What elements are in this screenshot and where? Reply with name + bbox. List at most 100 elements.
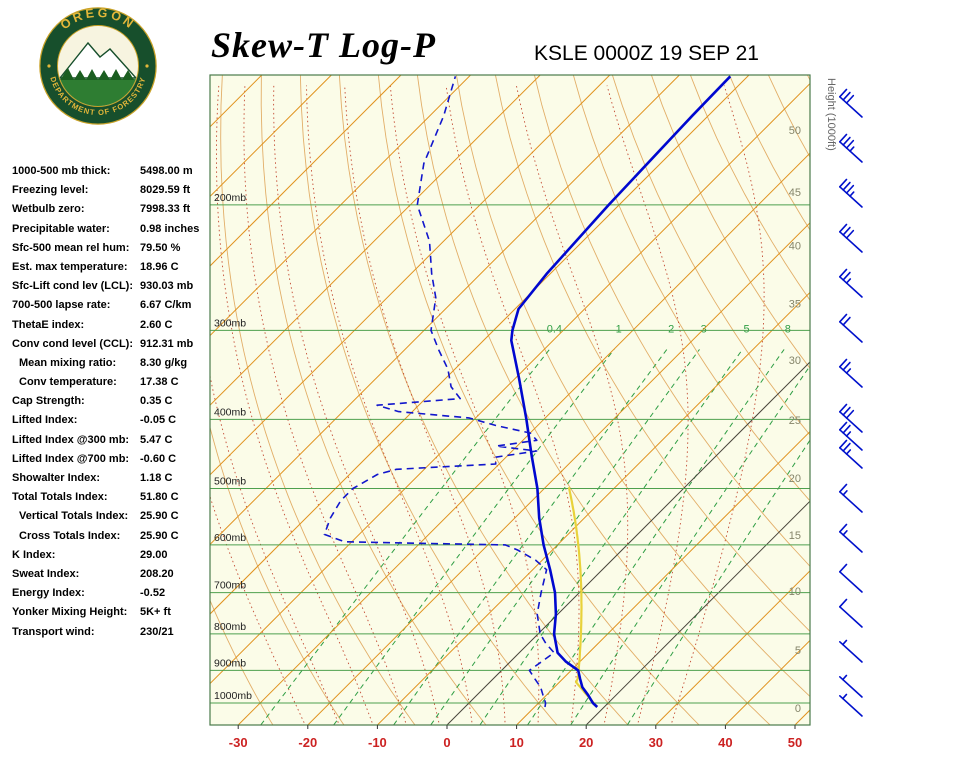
height-axis-title-layer: Height (1000ft) — [825, 78, 837, 151]
stats-panel: 1000-500 mb thick: 5498.00 m Freezing leve… — [12, 165, 207, 645]
pressure-label: 400mb — [214, 406, 246, 418]
stat-row: Precipitable water: 0.98 inches — [12, 223, 207, 242]
x-axis-tick-label: 50 — [788, 735, 802, 750]
stat-label: ThetaE index: — [12, 318, 85, 331]
pressure-layer: 200mb 300mb 400mb 500mb 600mb 700mb 800mb 900mb… — [210, 192, 810, 704]
stat-label: K Index: — [12, 548, 56, 561]
stat-row: Conv temperature: 17.38 C — [12, 376, 207, 395]
height-label: 10 — [789, 586, 801, 598]
wind-barb — [838, 483, 863, 513]
stat-value: 5498.00 m — [140, 165, 193, 177]
logo-star-right — [145, 64, 149, 68]
stat-label: Total Totals Index: — [12, 491, 108, 504]
stat-row: 1000-500 mb thick: 5498.00 m — [12, 165, 207, 184]
stat-label: 1000-500 mb thick: — [12, 165, 111, 177]
stat-row: Wetbulb zero: 7998.33 ft — [12, 203, 207, 222]
stat-label: 700-500 lapse rate: — [12, 299, 111, 312]
stat-label: Lifted Index @300 mb: — [12, 433, 130, 446]
stat-value: 25.90 C — [140, 510, 179, 523]
wind-barb — [838, 523, 863, 553]
plot-frame — [209, 74, 811, 726]
stat-row: Transport wind: 230/21 — [12, 626, 207, 645]
stat-value: 5.47 C — [140, 433, 173, 446]
stat-row: Cap Strength: 0.35 C — [12, 395, 207, 414]
stat-row: Mean mixing ratio: 8.30 g/kg — [12, 357, 207, 376]
x-axis-tick-label: -20 — [298, 735, 317, 750]
stat-value: 51.80 C — [140, 491, 179, 504]
stat-row: Cross Totals Index: 25.90 C — [12, 530, 207, 549]
stat-value: 29.00 — [140, 548, 168, 561]
height-label: 35 — [789, 298, 801, 310]
mixing-ratio-label: 1 — [616, 323, 622, 335]
stat-row: Freezing level: 8029.59 ft — [12, 184, 207, 203]
mixing-ratio-label: 8 — [785, 323, 791, 335]
stat-row: Lifted Index: -0.05 C — [12, 414, 207, 433]
wind-barb — [838, 439, 863, 469]
parcel-trace-layer — [567, 486, 599, 708]
stat-row: Lifted Index @700 mb: -0.60 C — [12, 453, 207, 472]
stat-label: Showalter Index: — [12, 472, 101, 484]
page-title: Skew-T Log-P — [211, 25, 436, 65]
pressure-label: 1000mb — [214, 690, 252, 702]
stat-value: 1.18 C — [140, 472, 173, 484]
height-label: 5 — [795, 645, 801, 657]
wind-barb — [838, 88, 863, 118]
stat-label: Vertical Totals Index: — [19, 510, 129, 523]
wind-barb — [838, 133, 863, 163]
pressure-label: 900mb — [214, 657, 246, 669]
stat-value: -0.05 C — [140, 414, 177, 427]
wind-barb — [838, 223, 863, 253]
height-label: 40 — [789, 240, 801, 252]
stat-row: K Index: 29.00 — [12, 549, 207, 568]
trees-icon — [60, 68, 134, 80]
stat-value: 230/21 — [140, 625, 174, 638]
stat-row: Showalter Index: 1.18 C — [12, 472, 207, 491]
stat-label: Cap Strength: — [12, 395, 85, 408]
stat-label: Freezing level: — [12, 184, 89, 197]
stat-label: Mean mixing ratio: — [19, 356, 117, 369]
x-axis-tick-label: -30 — [229, 735, 248, 750]
pressure-label: 700mb — [214, 580, 246, 592]
stat-row: Sfc-Lift cond lev (LCL): 930.03 mb — [12, 280, 207, 299]
stat-value: 0.35 C — [140, 395, 173, 408]
wind-barb — [838, 674, 863, 698]
stat-row: ThetaE index: 2.60 C — [12, 319, 207, 338]
stat-label: Wetbulb zero: — [12, 203, 85, 216]
height-label: 20 — [789, 473, 801, 485]
x-axis-tick-label: 30 — [649, 735, 663, 750]
stat-value: 8029.59 ft — [140, 184, 191, 197]
stat-row: Conv cond level (CCL): 912.31 mb — [12, 338, 207, 357]
x-axis-tick-label: 0 — [443, 735, 450, 750]
wind-barb — [838, 563, 863, 593]
stat-value: 17.38 C — [140, 376, 179, 389]
pressure-label: 500mb — [214, 475, 246, 487]
stat-label: Sfc-Lift cond lev (LCL): — [12, 280, 133, 293]
stat-value: 79.50 % — [140, 241, 181, 254]
stat-value: 25.90 C — [140, 529, 179, 542]
stat-label: Sweat Index: — [12, 567, 80, 580]
stat-value: 208.20 — [140, 567, 174, 580]
stat-row: Vertical Totals Index: 25.90 C — [12, 510, 207, 529]
mixing-ratio-label: 5 — [743, 323, 749, 335]
dewpoint-profile — [323, 76, 555, 708]
stat-value: 912.31 mb — [140, 337, 194, 350]
stat-row: Total Totals Index: 51.80 C — [12, 491, 207, 510]
logo-star-left — [47, 64, 51, 68]
height-label: 25 — [789, 415, 801, 427]
plot-area: 0.4 1 2 35 8 200mb 300mb 400mb 500mb 600mb 700mb 80… — [210, 75, 810, 725]
stat-label: Lifted Index: — [12, 414, 78, 427]
stat-label: Cross Totals Index: — [19, 529, 121, 542]
pressure-label: 300mb — [214, 317, 246, 329]
stat-label: Conv temperature: — [19, 376, 117, 389]
stat-row: Energy Index: -0.52 — [12, 587, 207, 606]
stat-label: Lifted Index @700 mb: — [12, 452, 130, 465]
stat-label: Yonker Mixing Height: — [12, 606, 128, 619]
pressure-label: 800mb — [214, 621, 246, 633]
stat-value: 18.96 C — [140, 260, 179, 273]
logo-outer-ring — [39, 7, 157, 125]
stat-row: Sfc-500 mean rel hum: 79.50 % — [12, 242, 207, 261]
height-axis-title: Height (1000ft) — [825, 78, 837, 151]
stat-label: Energy Index: — [12, 587, 85, 600]
stat-value: -0.52 — [140, 587, 166, 600]
